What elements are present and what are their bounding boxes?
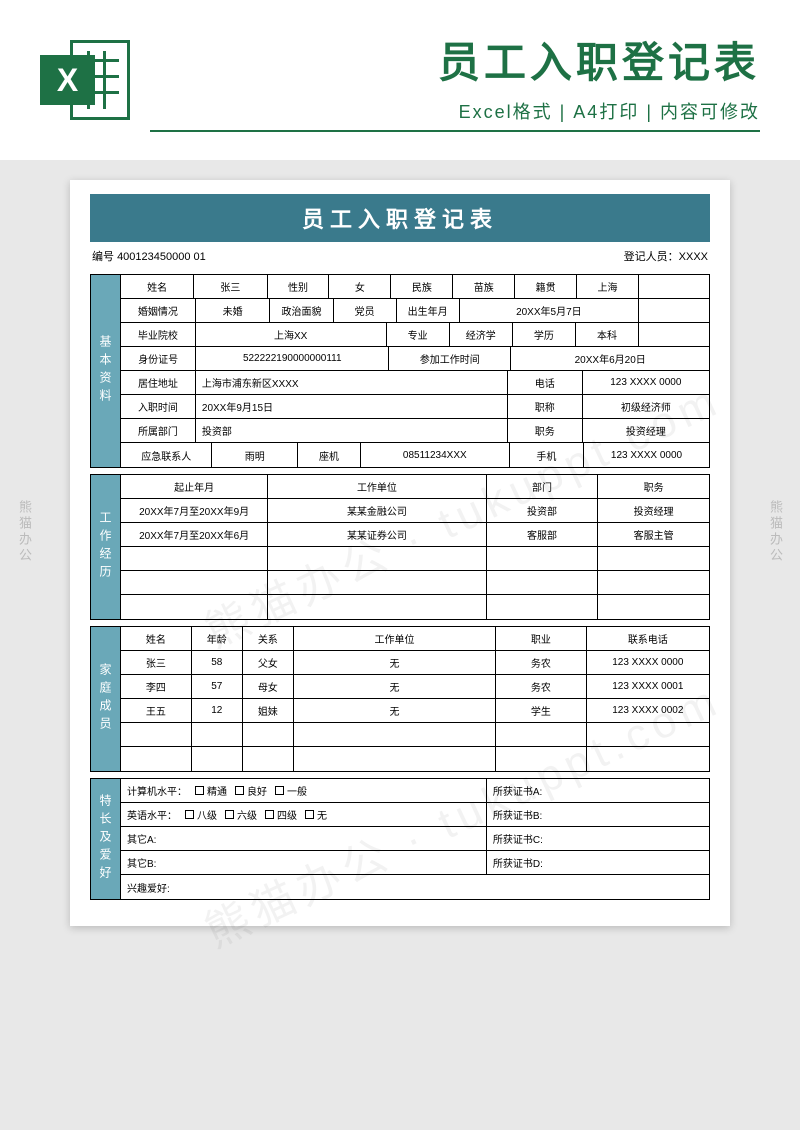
table-row: 王五12姐妹无学生123 XXXX 0002 xyxy=(121,699,709,723)
form-sheet: 员工入职登记表 编号 400123450000 01 登记人员：XXXX 基本资… xyxy=(70,180,730,926)
table-row: 20XX年7月至20XX年6月某某证券公司客服部客服主管 xyxy=(121,523,709,547)
section-basic: 基本资料 姓名 张三 性别 女 民族 苗族 籍贯 上海 婚姻情况 未婚 政治面貌… xyxy=(90,274,710,468)
side-label-work: 工作经历 xyxy=(91,475,121,619)
header-title: 员工入职登记表 xyxy=(150,29,760,90)
form-title: 员工入职登记表 xyxy=(90,194,710,242)
meta-row: 编号 400123450000 01 登记人员：XXXX xyxy=(90,242,710,274)
side-label-family: 家庭成员 xyxy=(91,627,121,771)
table-row xyxy=(121,547,709,571)
table-row: 20XX年7月至20XX年9月某某金融公司投资部投资经理 xyxy=(121,499,709,523)
side-label-basic: 基本资料 xyxy=(91,275,121,467)
table-row xyxy=(121,723,709,747)
side-label-skills: 特长及爱好 xyxy=(91,779,121,899)
table-row xyxy=(121,571,709,595)
header-subtitle: Excel格式 | A4打印 | 内容可修改 xyxy=(150,98,760,124)
excel-icon: X xyxy=(40,35,130,125)
table-row xyxy=(121,747,709,771)
section-skills: 特长及爱好 计算机水平：精通 良好 一般 所获证书A: 英语水平：八级 六级 四… xyxy=(90,778,710,900)
watermark-right: 熊猫办公 xyxy=(766,500,785,564)
table-row: 李四57母女无务农123 XXXX 0001 xyxy=(121,675,709,699)
section-family: 家庭成员 姓名 年龄 关系 工作单位 职业 联系电话 张三58父女无务农123 … xyxy=(90,626,710,772)
table-row: 张三58父女无务农123 XXXX 0000 xyxy=(121,651,709,675)
template-header: X 员工入职登记表 Excel格式 | A4打印 | 内容可修改 xyxy=(0,0,800,160)
table-row xyxy=(121,595,709,619)
watermark-left: 熊猫办公 xyxy=(15,500,34,564)
section-work: 工作经历 起止年月 工作单位 部门 职务 20XX年7月至20XX年9月某某金融… xyxy=(90,474,710,620)
